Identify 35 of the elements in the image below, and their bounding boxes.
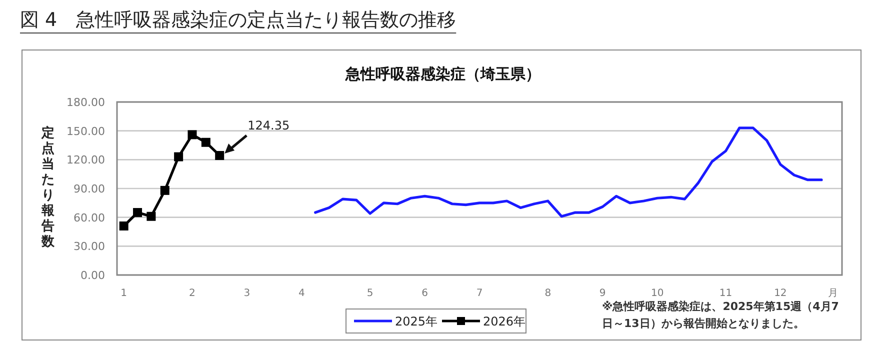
point [201,138,210,147]
x-tick-label: 10 [650,288,664,299]
y-tick-label: 0.00 [80,269,105,282]
point [160,186,170,195]
point [188,130,197,140]
x-tick-label: 3 [244,288,250,299]
x-tick-label: 6 [422,288,428,299]
y-tick-label: 150.00 [66,124,105,138]
text: ※急性呼吸器感染症は、2025年第15週（4月7日～13日）から報告開始となりました。 [602,300,839,330]
y-axis-title: 定点当たり報告数 [40,125,56,250]
x-tick-label: 12 [774,288,787,299]
y-tick-label: 90.00 [74,182,105,196]
legend-label: 2026年 [483,314,526,328]
x-tick-label: 5 [366,288,374,299]
chart-title: 図 4 急性呼吸器感染症の定点当たり報告数の推移 [20,9,456,31]
point [119,221,128,230]
point [215,150,224,160]
x-axis-title: 月 [828,288,838,299]
x-tick-label: 4 [298,288,305,299]
legend-label: 2025年 [395,314,438,328]
point [146,212,156,221]
point [133,208,142,218]
y-tick-label: 120.00 [66,154,105,167]
x-tick-label: 9 [599,288,606,299]
y-tick-label: 180.00 [66,96,105,109]
y-tick-label: 60.00 [74,211,105,224]
y-tick-label: 30.00 [74,240,105,254]
x-tick-label: 8 [544,288,552,299]
annotation: 124.35 [248,118,290,132]
x-tick-label: 11 [719,288,732,299]
x-tick-label: 7 [476,288,483,299]
x-tick-label: 1 [120,288,128,299]
chart-subtitle: 急性呼吸器感染症（埼玉県） [344,65,540,83]
point [174,152,184,162]
x-tick-label: 2 [189,288,196,299]
